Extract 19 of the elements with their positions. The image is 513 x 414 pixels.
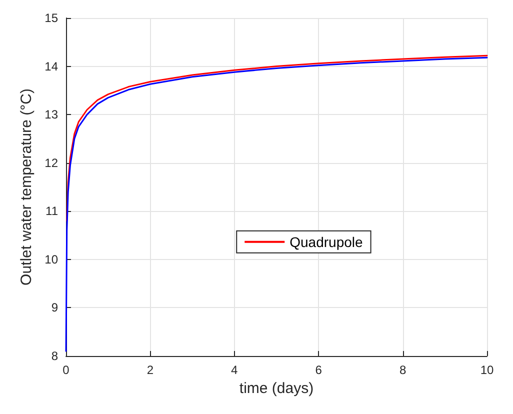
y-tick-label: 15 — [44, 11, 58, 25]
y-axis-title: Outlet water temperature (°C) — [18, 88, 35, 286]
line-series — [66, 54, 488, 222]
line-series — [65, 56, 488, 352]
x-tick-label: 4 — [231, 363, 238, 377]
x-tick-label: 6 — [315, 363, 322, 377]
y-tick-label: 11 — [46, 204, 58, 218]
x-tick-label: 0 — [62, 363, 70, 377]
legend-label: Quadrupole — [290, 234, 363, 250]
x-tick-label: 2 — [146, 363, 154, 377]
x-tick-label: 10 — [480, 363, 494, 377]
y-tick-label: 13 — [44, 108, 58, 122]
y-tick-label: 9 — [51, 300, 58, 315]
y-tick-label: 14 — [44, 59, 58, 74]
y-tick-label: 8 — [51, 349, 58, 363]
x-axis-title: time (days) — [239, 380, 314, 397]
y-tick-label: 10 — [44, 252, 58, 266]
y-tick-label: 12 — [44, 156, 58, 170]
x-tick-label: 8 — [399, 363, 406, 377]
